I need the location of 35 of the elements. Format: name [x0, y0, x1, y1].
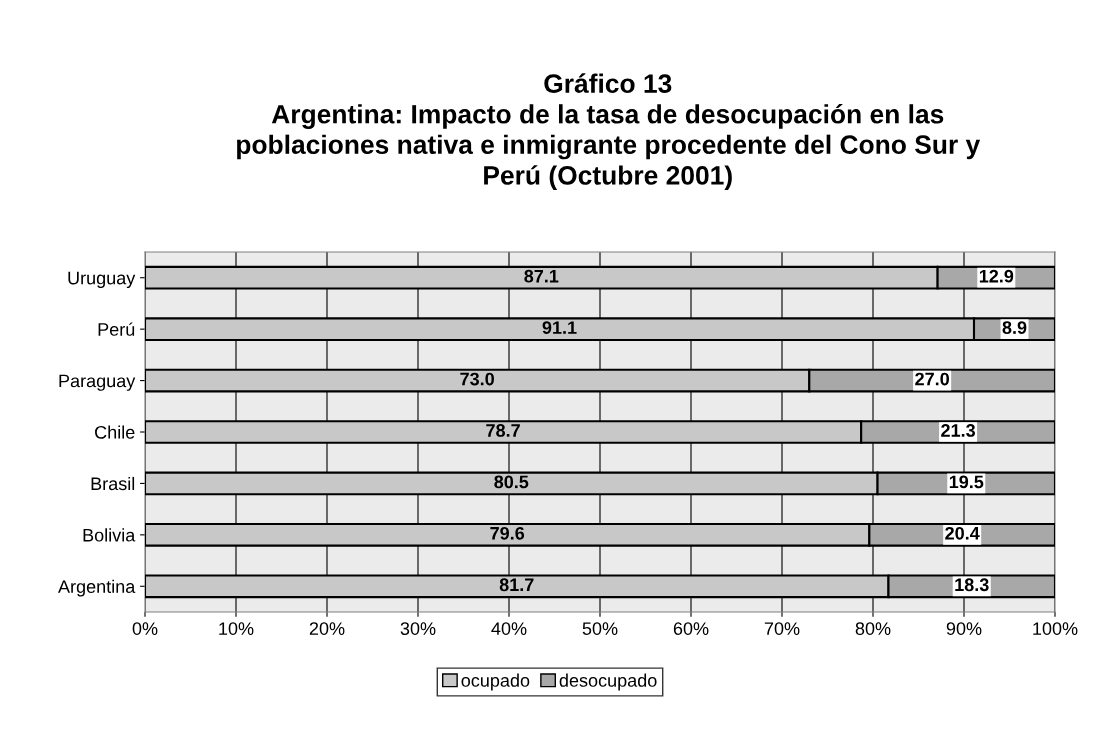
data-label: 20.4: [945, 526, 980, 540]
data-label: 18.3: [955, 578, 989, 592]
x-tick-label: 20%: [309, 622, 345, 635]
legend-label: ocupado: [461, 673, 530, 691]
x-tick-label: 40%: [491, 622, 527, 635]
x-tick-label: 30%: [400, 622, 436, 635]
data-label: 87.1: [524, 269, 559, 283]
x-tick-label: 80%: [855, 622, 891, 635]
x-tick-label: 100%: [1033, 622, 1078, 635]
data-label: 8.9: [1002, 321, 1027, 334]
y-tick-label: Perú: [98, 322, 135, 336]
y-tick-label: Argentina: [58, 579, 136, 597]
data-label: 27.0: [915, 372, 949, 386]
legend-label: desocupado: [559, 673, 657, 691]
y-tick-label: Paraguay: [59, 374, 136, 391]
data-label: 78.7: [486, 424, 520, 437]
data-label: 12.9: [979, 269, 1014, 283]
x-tick-label: 0%: [132, 622, 158, 635]
y-tick-label: Uruguay: [68, 271, 136, 288]
data-label: 91.1: [542, 321, 577, 334]
y-tick-label: Chile: [95, 425, 135, 439]
data-label: 21.3: [941, 424, 975, 437]
y-tick-label: Brasil: [91, 476, 135, 491]
x-tick-label: 60%: [673, 622, 709, 635]
y-tick-label: Bolivia: [83, 528, 136, 542]
x-tick-label: 90%: [946, 622, 982, 635]
data-label: 79.6: [490, 526, 525, 540]
chart-title: Gráfico 13 Argentina: Impacto de la tasa de desocupación en las poblaciones nativa e inmigrante procedente del Cono Sur y Perú (Octubre 2001): [237, 73, 981, 190]
x-tick-label: 70%: [764, 622, 800, 635]
data-label: 80.5: [494, 475, 529, 489]
x-tick-label: 50%: [582, 622, 618, 635]
data-label: 19.5: [949, 475, 984, 489]
x-tick-label: 10%: [219, 622, 254, 635]
data-label: 81.7: [499, 578, 534, 592]
data-label: 73.0: [460, 372, 494, 386]
